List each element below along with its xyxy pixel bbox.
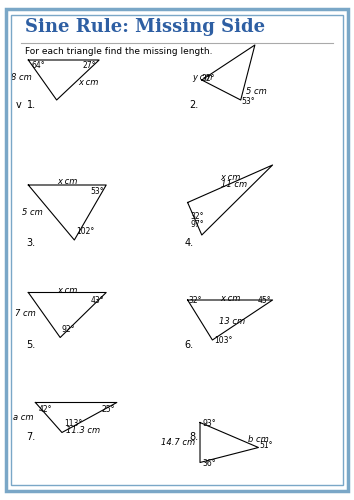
Text: 8 cm: 8 cm bbox=[11, 73, 32, 82]
Text: 11 cm: 11 cm bbox=[221, 180, 247, 189]
Text: 32°: 32° bbox=[201, 74, 215, 83]
Text: 27°: 27° bbox=[83, 62, 96, 70]
Text: 7.: 7. bbox=[27, 432, 36, 442]
Text: 64°: 64° bbox=[31, 62, 45, 70]
Text: 11.3 cm: 11.3 cm bbox=[66, 426, 100, 435]
Text: 1.: 1. bbox=[27, 100, 36, 110]
Text: 102°: 102° bbox=[76, 227, 95, 236]
Text: 7 cm: 7 cm bbox=[15, 310, 35, 318]
Text: 113°: 113° bbox=[64, 420, 83, 428]
Text: v: v bbox=[16, 100, 21, 110]
Text: x cm: x cm bbox=[57, 286, 78, 295]
Text: 92°: 92° bbox=[62, 324, 75, 334]
Text: x cm: x cm bbox=[78, 78, 98, 87]
Text: x cm: x cm bbox=[220, 294, 240, 303]
Text: 14.7 cm: 14.7 cm bbox=[161, 438, 195, 447]
Text: 32°: 32° bbox=[190, 212, 204, 221]
Text: x cm: x cm bbox=[220, 172, 240, 182]
Text: 8.: 8. bbox=[189, 432, 199, 442]
Text: Sine Rule: Missing Side: Sine Rule: Missing Side bbox=[25, 18, 265, 36]
Text: y cm: y cm bbox=[192, 73, 212, 82]
Text: 32°: 32° bbox=[189, 296, 202, 305]
Text: 93°: 93° bbox=[202, 418, 216, 428]
Text: 51°: 51° bbox=[259, 442, 273, 450]
Text: 25°: 25° bbox=[102, 405, 115, 414]
Text: 5 cm: 5 cm bbox=[22, 208, 42, 217]
Text: 43°: 43° bbox=[91, 296, 104, 305]
Text: a cm: a cm bbox=[13, 413, 34, 422]
Text: 42°: 42° bbox=[38, 405, 52, 414]
Text: 36°: 36° bbox=[202, 459, 216, 468]
Text: x cm: x cm bbox=[57, 178, 78, 186]
Text: 97°: 97° bbox=[190, 220, 204, 229]
Text: 45°: 45° bbox=[257, 296, 271, 305]
Text: 103°: 103° bbox=[214, 336, 233, 345]
Text: 53°: 53° bbox=[91, 186, 104, 196]
Text: 6.: 6. bbox=[184, 340, 193, 350]
Text: For each triangle find the missing length.: For each triangle find the missing lengt… bbox=[25, 48, 212, 56]
Text: 3.: 3. bbox=[27, 238, 36, 248]
Text: b cm: b cm bbox=[248, 436, 269, 444]
Text: 13 cm: 13 cm bbox=[219, 317, 245, 326]
Text: 4.: 4. bbox=[184, 238, 193, 248]
Text: 2.: 2. bbox=[189, 100, 199, 110]
Text: 5 cm: 5 cm bbox=[246, 86, 267, 96]
Text: 53°: 53° bbox=[241, 96, 255, 106]
Text: 5.: 5. bbox=[27, 340, 36, 350]
